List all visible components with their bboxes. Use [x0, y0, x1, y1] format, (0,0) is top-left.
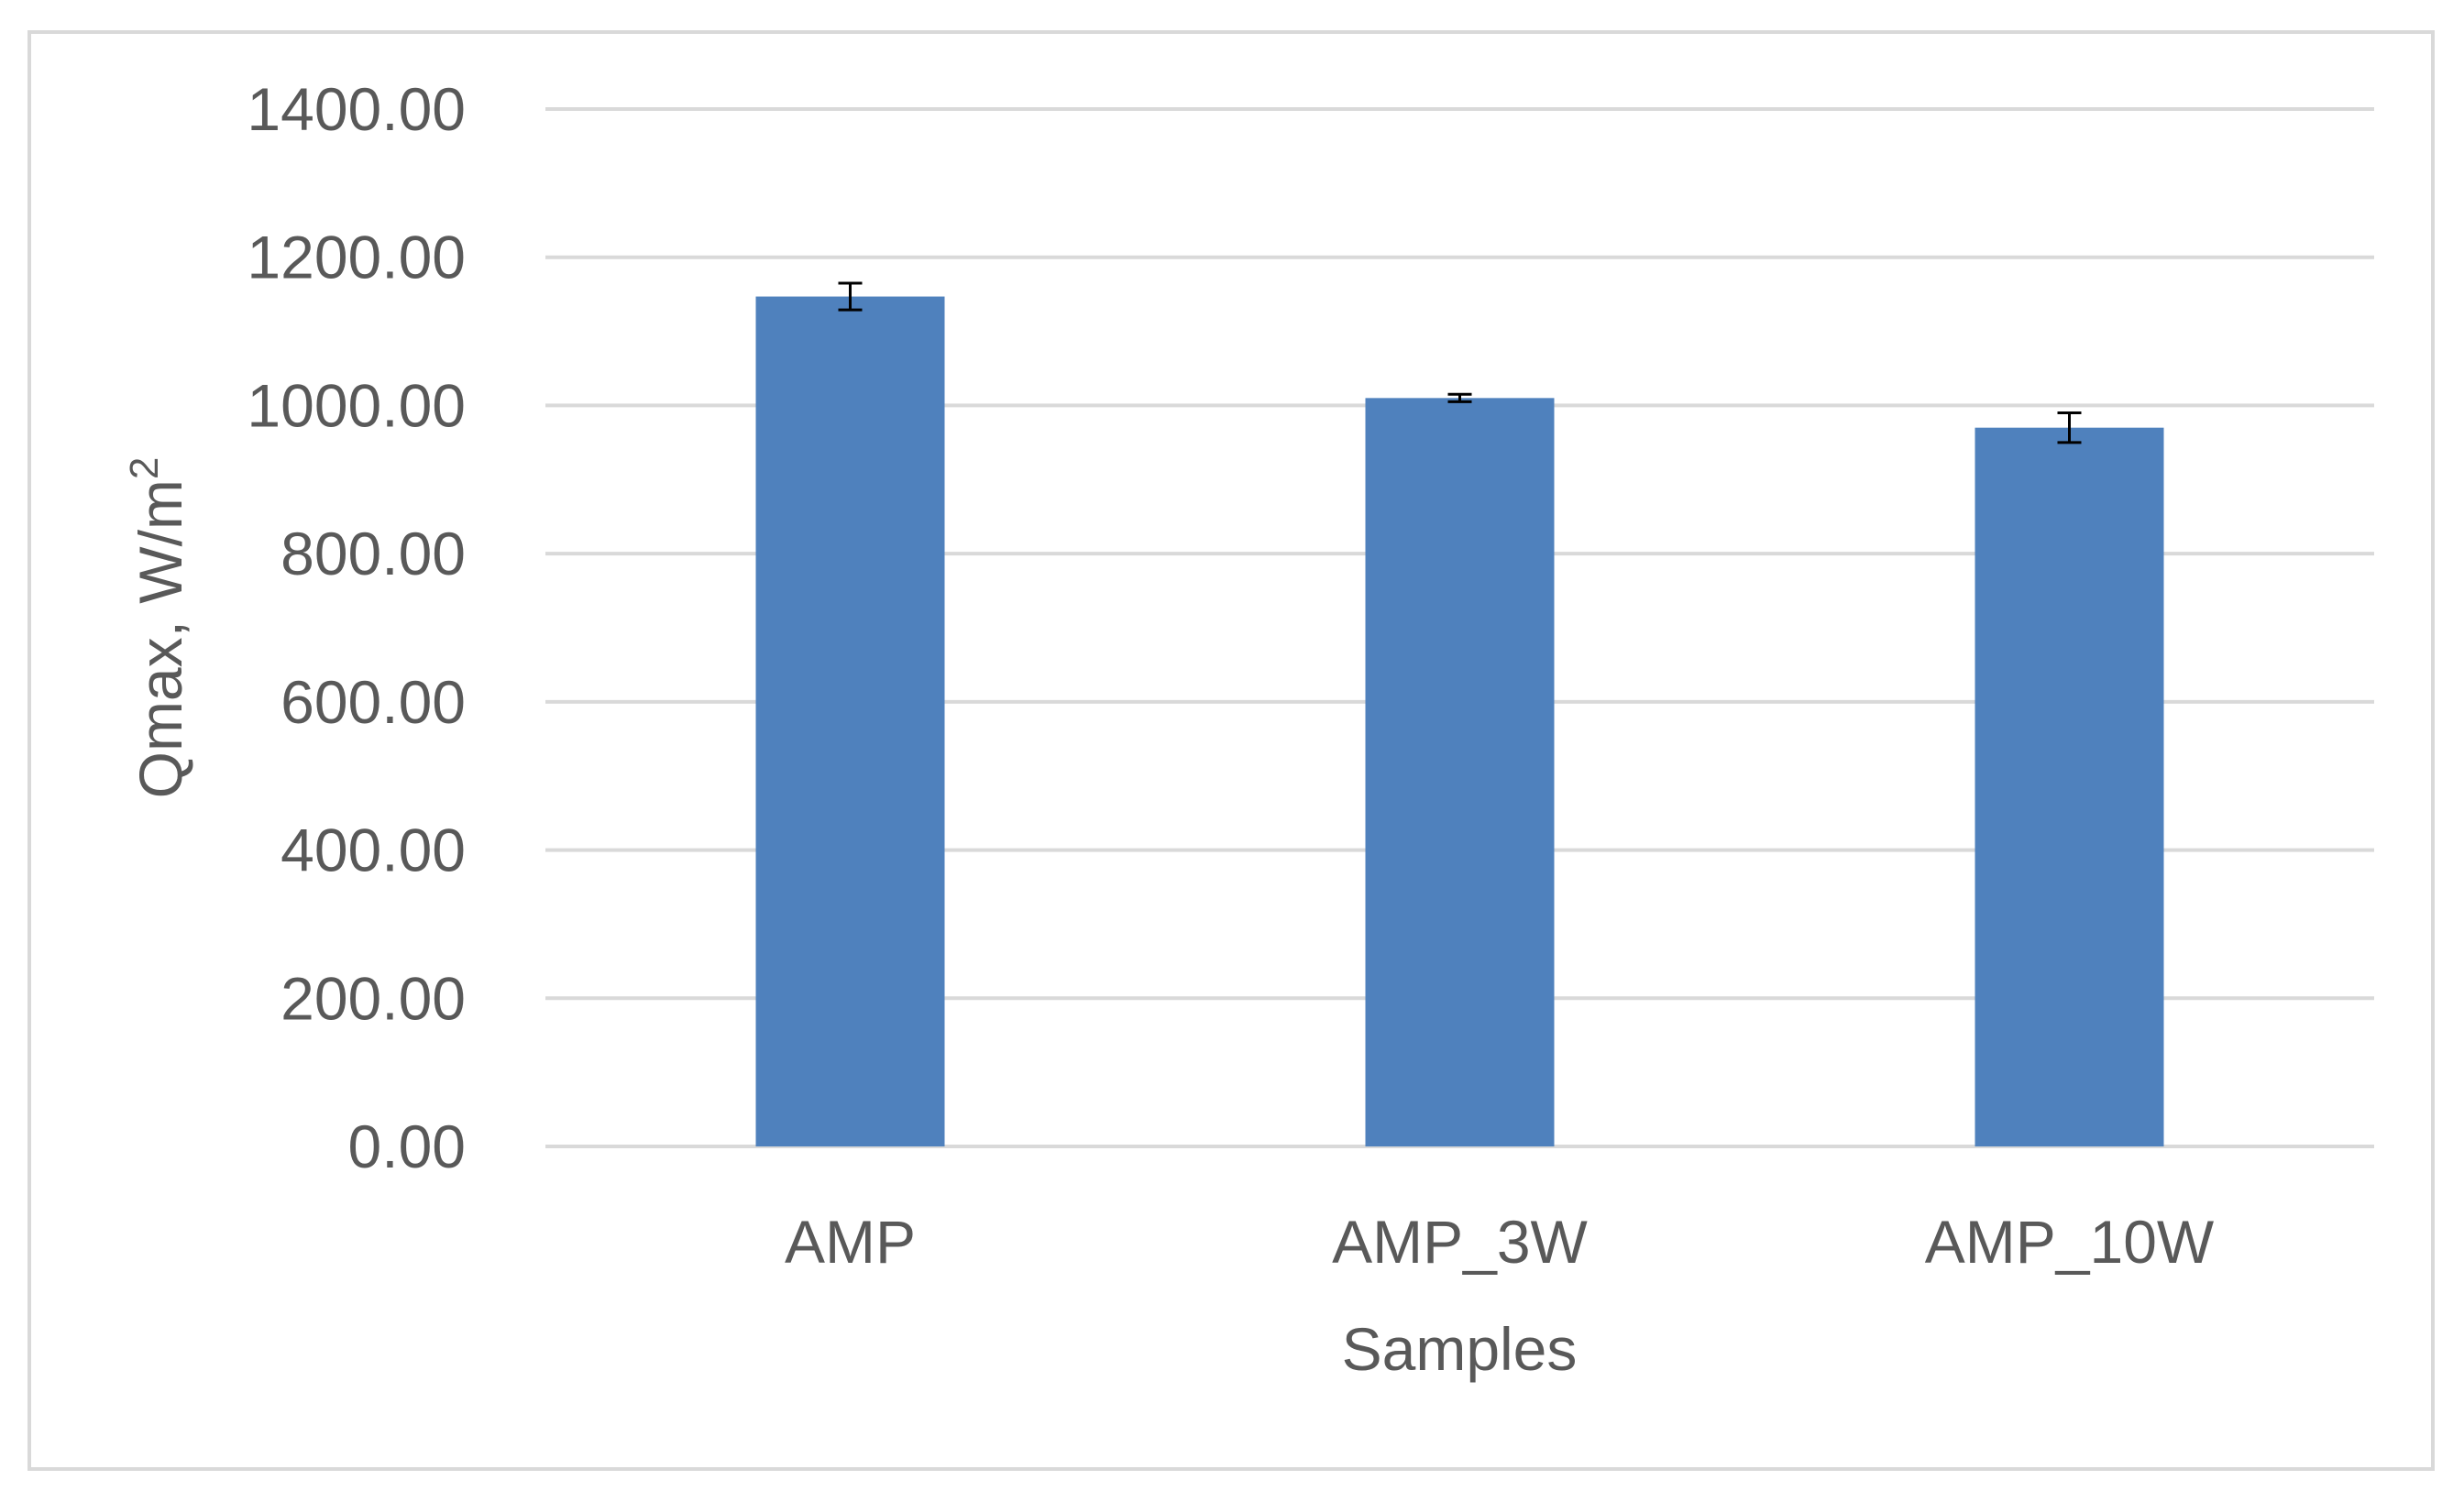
x-tick-label: AMP_3W — [1332, 1208, 1588, 1276]
bar-amp-10w — [1974, 427, 2164, 1147]
y-axis-title-superscript: 2 — [122, 457, 167, 479]
bar-amp-3w — [1365, 398, 1555, 1146]
error-bar — [2057, 411, 2082, 444]
y-tick-label: 800.00 — [280, 520, 466, 587]
y-axis-title-main: Qmax, W/m — [126, 479, 194, 798]
y-tick-label: 1200.00 — [247, 224, 466, 291]
y-axis-title: Qmax, W/m2 — [122, 457, 194, 799]
bar-amp — [755, 296, 945, 1146]
y-tick-label: 200.00 — [280, 964, 466, 1032]
error-bar — [1447, 392, 1472, 403]
x-tick-label: AMP — [785, 1208, 916, 1276]
x-tick-label: AMP_10W — [1925, 1208, 2215, 1276]
error-bar — [838, 281, 863, 312]
y-tick-labels: 0.00 200.00 400.00 600.00 800.00 1000.00 1200.… — [247, 75, 466, 1180]
y-tick-label: 1000.00 — [247, 371, 466, 439]
y-tick-label: 0.00 — [348, 1113, 466, 1180]
y-tick-label: 600.00 — [280, 668, 466, 736]
x-tick-labels: AMP AMP_3W AMP_10W — [785, 1208, 2215, 1276]
y-tick-label: 400.00 — [280, 817, 466, 884]
bars — [755, 296, 2164, 1147]
error-bars — [838, 281, 2082, 444]
x-axis-title: Samples — [1342, 1315, 1578, 1383]
y-tick-label: 1400.00 — [247, 75, 466, 143]
